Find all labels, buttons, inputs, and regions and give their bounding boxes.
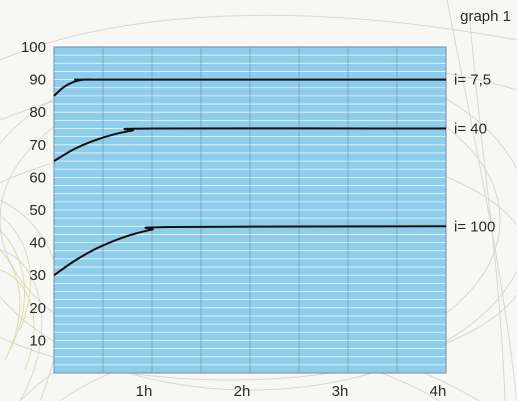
y-tick-label: 50 [29, 202, 46, 219]
series-label: i= 40 [454, 121, 487, 138]
y-tick-label: 20 [29, 300, 46, 317]
plot-border [53, 46, 447, 374]
y-tick-label: 100 [21, 39, 46, 56]
series-line [53, 78, 446, 97]
axes: 10 20 30 40 50 60 70 80 90 100 1h 2h 3h 4h [21, 39, 446, 400]
series-line [53, 127, 447, 162]
figure-label: graph 1 [460, 8, 511, 25]
series-line [53, 225, 447, 277]
y-tick-label: 10 [29, 332, 46, 349]
x-tick-label: 2h [234, 383, 251, 400]
y-tick-label: 30 [29, 267, 46, 284]
series-label: i= 7,5 [454, 72, 491, 89]
y-tick-label: 90 [29, 72, 46, 89]
y-tick-label: 80 [29, 104, 46, 121]
series-labels: i= 7,5 i= 40 i= 100 [454, 72, 495, 236]
x-tick-label: 4h [430, 383, 447, 400]
x-tick-label: 3h [332, 383, 349, 400]
y-tick-label: 60 [29, 169, 46, 186]
series-lines [53, 78, 447, 277]
plot-area [53, 46, 447, 374]
y-tick-label: 70 [29, 137, 46, 154]
y-tick-label: 40 [29, 235, 46, 252]
series-label: i= 100 [454, 218, 495, 235]
x-tick-label: 1h [136, 383, 153, 400]
